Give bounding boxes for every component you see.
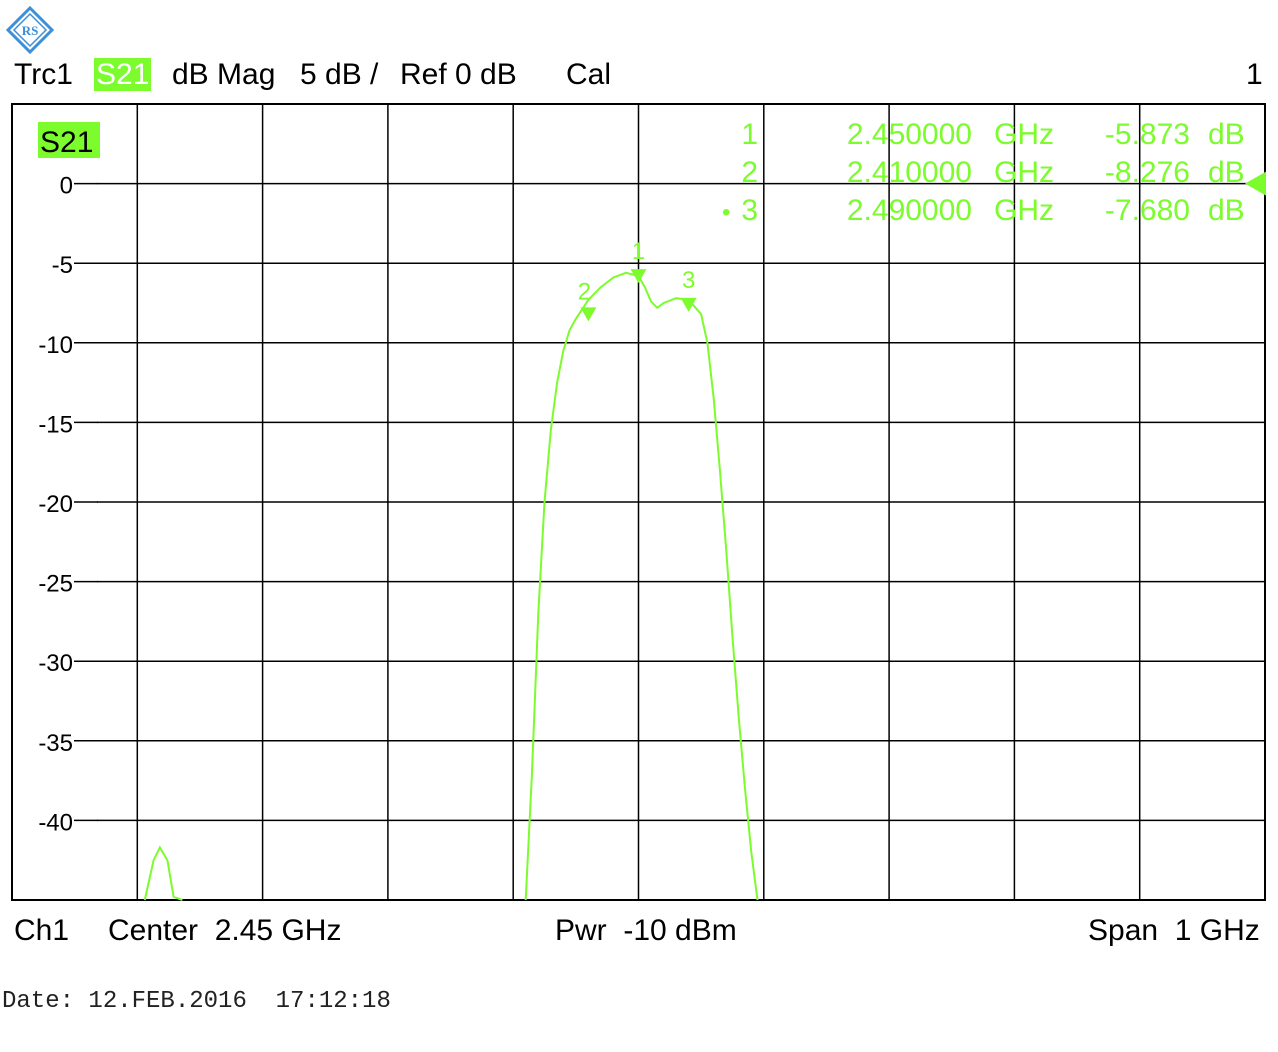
marker-readout-id: 1 (741, 118, 758, 151)
format-label[interactable]: dB Mag (172, 58, 276, 91)
marker-readout-id: 2 (741, 156, 758, 189)
trace-param: S21 (94, 58, 152, 91)
marker-readout-frequency-unit: GHz (994, 194, 1054, 227)
marker-readout-frequency: 2.410000 (847, 156, 972, 189)
channel-number: 1 (1246, 58, 1263, 91)
timestamp: Date: 12.FEB.2016 17:12:18 (2, 988, 391, 1015)
marker-readout-value: -8.276 (1105, 156, 1190, 189)
center-frequency[interactable]: Center 2.45 GHz (108, 914, 342, 947)
marker-id-label: 1 (632, 238, 645, 265)
marker-triangle-icon[interactable] (630, 269, 647, 284)
y-tick-label: -25 (38, 571, 73, 598)
ref-level-label[interactable]: Ref 0 dB (400, 58, 517, 91)
marker-triangle-icon[interactable] (680, 297, 697, 312)
svg-text:RS: RS (22, 23, 39, 38)
trace-label-chip (38, 122, 100, 158)
trace-line (143, 271, 759, 901)
marker-readout-frequency: 2.490000 (847, 194, 972, 227)
y-tick-label: -5 (52, 252, 73, 279)
marker-readout-frequency-unit: GHz (994, 156, 1054, 189)
scale-label[interactable]: 5 dB / (300, 58, 379, 91)
active-marker-dot: • (722, 199, 730, 226)
y-tick-label: -35 (38, 730, 73, 757)
y-tick-label: -40 (38, 809, 73, 836)
channel-label: Ch1 (14, 914, 70, 947)
trace-param-chip[interactable]: S21 (94, 56, 152, 94)
y-tick-label: -30 (38, 650, 73, 677)
y-tick-label: -20 (38, 491, 73, 518)
source-power[interactable]: Pwr -10 dBm (555, 914, 737, 947)
marker-readout-value-unit: dB (1208, 118, 1245, 151)
marker-readout-value: -5.873 (1105, 118, 1190, 151)
marker-id-label: 3 (682, 267, 695, 294)
rohde-schwarz-logo-icon: RS (6, 6, 54, 54)
marker-triangle-icon[interactable] (580, 307, 597, 322)
y-tick-label: 0 (60, 173, 73, 200)
marker-readout-frequency-unit: GHz (994, 118, 1054, 151)
marker-readout-value-unit: dB (1208, 194, 1245, 227)
y-tick-label: -10 (38, 332, 73, 359)
reference-level-arrow-icon[interactable] (1245, 171, 1266, 196)
marker-readout-value: -7.680 (1105, 194, 1190, 227)
trace-label: S21 (40, 126, 93, 159)
y-tick-label: -15 (38, 411, 73, 438)
marker-id-label: 2 (578, 278, 591, 305)
cal-status: Cal (566, 58, 612, 91)
marker-readout-value-unit: dB (1208, 156, 1245, 189)
marker-readout-id: 3 (741, 194, 758, 227)
trace-name[interactable]: Trc1 (14, 58, 73, 91)
marker-readout-frequency: 2.450000 (847, 118, 972, 151)
frequency-span[interactable]: Span 1 GHz (1088, 914, 1260, 947)
